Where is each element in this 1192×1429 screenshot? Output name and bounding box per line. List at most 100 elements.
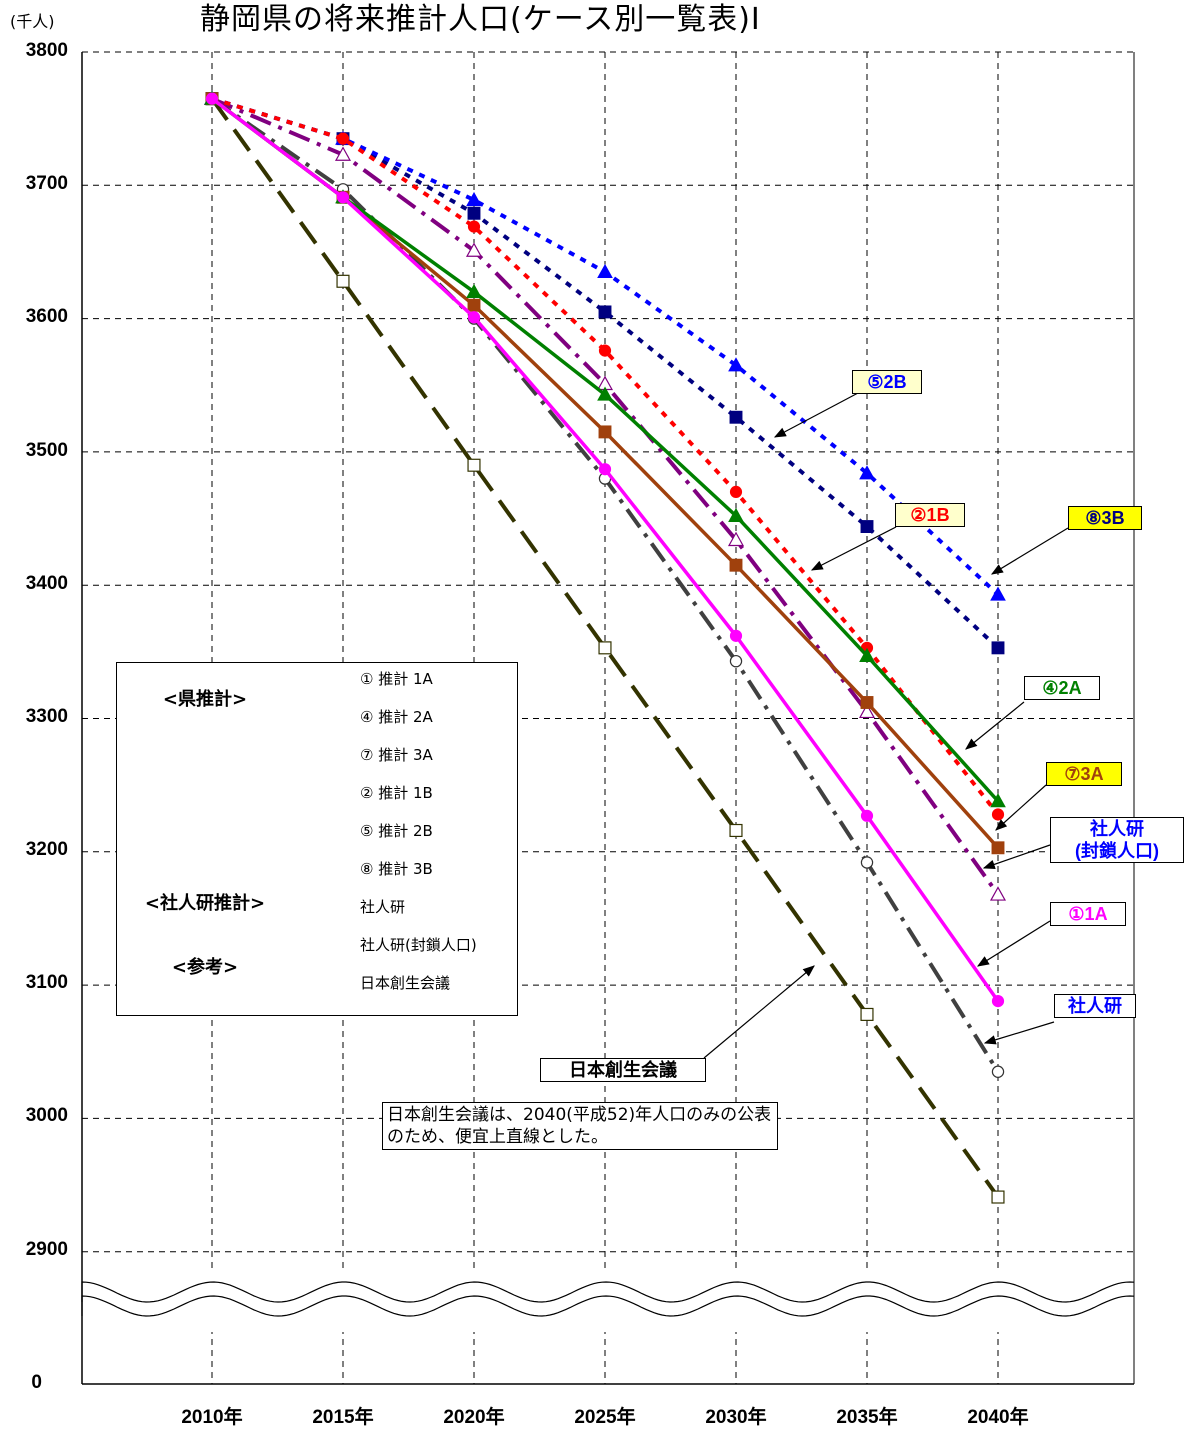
data-point <box>598 641 612 655</box>
arrow-ipss <box>983 1021 1055 1045</box>
data-point <box>728 507 744 522</box>
legend-label: ⑦ 推計 3A <box>360 746 433 764</box>
arrow-nihon <box>703 965 815 1059</box>
arrow-ipss-closed <box>982 844 1051 869</box>
y-tick-label: 3300 <box>25 706 68 727</box>
data-point <box>729 558 743 572</box>
axis-break-wave <box>81 1295 1135 1317</box>
y-tick-label: 3200 <box>25 839 68 860</box>
data-point <box>860 1007 874 1021</box>
note-box: 日本創生会議は、2040(平成52)年人口のみの公表のため、便宜上直線とした。 <box>382 1102 778 1150</box>
data-point <box>205 92 219 105</box>
data-point <box>991 994 1005 1008</box>
y-tick-label: 3400 <box>25 573 68 594</box>
legend-label: 社人研 <box>360 898 406 916</box>
data-point <box>729 629 743 642</box>
x-tick-label: 2020年 <box>443 1407 505 1428</box>
legend-label: ⑤ 推計 2B <box>360 822 433 840</box>
callout-ipss: 社人研 <box>1054 994 1136 1018</box>
y-tick-label: 3500 <box>25 440 68 461</box>
data-point <box>334 146 352 161</box>
callout-8-3b: ⑧3B <box>1068 506 1142 530</box>
data-point <box>860 520 874 533</box>
data-point <box>597 386 613 401</box>
data-point <box>989 886 1007 901</box>
legend-label: ① 推計 1A <box>360 670 433 688</box>
legend-label: ④ 推計 2A <box>360 708 433 726</box>
data-point <box>991 808 1005 821</box>
data-point <box>336 274 350 288</box>
y-tick-label: 3000 <box>25 1105 68 1126</box>
y-tick-label: 3700 <box>25 173 68 194</box>
data-point <box>598 463 612 476</box>
callout-1-1a: ①1A <box>1050 902 1126 926</box>
y-tick-label: 3100 <box>25 972 68 993</box>
y-tick-label: 0 <box>31 1372 42 1393</box>
arrow-4-2a <box>965 701 1025 750</box>
chart-title: 静岡県の将来推計人口(ケース別一覧表)Ⅰ <box>200 2 761 37</box>
x-tick-label: 2035年 <box>836 1407 898 1428</box>
data-point <box>991 1065 1005 1078</box>
data-point <box>991 841 1005 855</box>
callout-5-2b: ⑤2B <box>852 370 922 394</box>
data-point <box>467 458 481 472</box>
legend-group-ref: <参考> <box>171 957 239 978</box>
data-point <box>336 191 350 204</box>
data-point <box>860 809 874 822</box>
data-point <box>728 357 744 372</box>
callout-arrows <box>703 392 1069 1059</box>
x-tick-label: 2010年 <box>181 1407 243 1428</box>
data-point <box>729 410 743 424</box>
data-point <box>729 654 743 668</box>
axis-break-waves <box>81 1272 1135 1332</box>
data-point <box>727 531 745 547</box>
callout-nihon: 日本創生会議 <box>540 1058 706 1082</box>
x-tick-label: 2025年 <box>574 1407 636 1428</box>
legend-group-ipss: <社人研推計> <box>144 893 266 914</box>
data-point <box>598 344 612 357</box>
data-point <box>729 485 743 498</box>
data-point <box>597 263 613 279</box>
data-point <box>467 206 481 220</box>
callout-2-1b: ②1B <box>895 503 965 527</box>
y-tick-label: 3600 <box>25 306 68 327</box>
data-point <box>859 465 875 480</box>
data-point <box>858 703 876 719</box>
callout-4-2a: ④2A <box>1024 676 1100 700</box>
data-point <box>467 220 481 233</box>
data-point <box>467 311 481 324</box>
data-point <box>990 793 1006 808</box>
callout-ipss-closed: 社人研 (封鎖人口) <box>1050 817 1184 863</box>
data-point <box>466 283 482 299</box>
arrow-5-2b <box>773 392 859 438</box>
data-point <box>860 856 874 869</box>
x-tick-label: 2015年 <box>312 1407 374 1428</box>
arrow-8-3b <box>990 527 1069 575</box>
data-point <box>729 823 743 838</box>
x-tick-label: 2030年 <box>705 1407 767 1428</box>
arrow-1-1a <box>976 920 1051 967</box>
data-point <box>467 298 481 312</box>
axes <box>81 52 1135 1385</box>
legend: <県推計> <社人研推計> <参考> ① 推計 1A ④ 推計 2A ⑦ 推計 … <box>116 662 518 1016</box>
callout-7-3a: ⑦3A <box>1046 762 1122 786</box>
legend-label: ⑧ 推計 3B <box>360 860 433 878</box>
legend-label: 社人研(封鎖人口) <box>360 936 477 954</box>
data-point <box>991 641 1005 655</box>
data-point <box>990 586 1006 601</box>
series-1 <box>205 92 1005 1008</box>
data-point <box>336 132 350 145</box>
data-point <box>466 191 482 207</box>
data-point <box>860 696 874 709</box>
legend-group-pref: <県推計> <box>162 689 248 710</box>
data-point <box>465 242 483 257</box>
data-point <box>859 647 875 662</box>
axis-break-wave <box>81 1281 1135 1303</box>
legend-label: 日本創生会議 <box>360 974 451 992</box>
legend-label: ② 推計 1B <box>360 784 433 802</box>
arrow-7-3a <box>995 784 1047 831</box>
arrow-2-1b <box>810 526 897 571</box>
data-point <box>598 305 612 319</box>
y-tick-label: 2900 <box>25 1239 68 1260</box>
x-tick-label: 2040年 <box>967 1407 1029 1428</box>
